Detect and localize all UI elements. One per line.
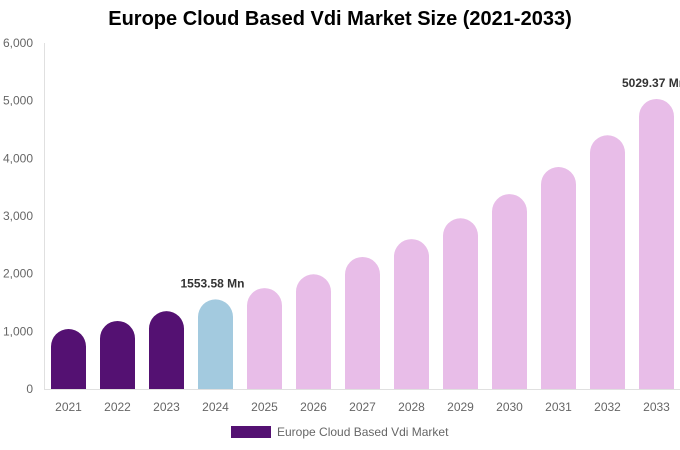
- x-tick-label: 2023: [153, 400, 180, 414]
- bar-2029: [443, 218, 478, 389]
- x-tick-label: 2024: [202, 400, 229, 414]
- data-label: 1553.58 Mn: [180, 276, 244, 290]
- x-tick-label: 2026: [300, 400, 327, 414]
- chart-title: Europe Cloud Based Vdi Market Size (2021…: [108, 8, 572, 30]
- bar-2031: [541, 166, 576, 389]
- y-tick-label: 2,000: [3, 267, 33, 281]
- bar-2033: [639, 98, 674, 390]
- x-tick-label: 2021: [55, 400, 82, 414]
- legend-label: Europe Cloud Based Vdi Market: [277, 425, 449, 439]
- bar-2027: [345, 256, 380, 389]
- bar-2025: [247, 288, 282, 389]
- y-tick-label: 6,000: [3, 36, 33, 50]
- x-tick-label: 2032: [594, 400, 621, 414]
- x-tick-label: 2027: [349, 400, 376, 414]
- y-tick-label: 3,000: [3, 209, 33, 223]
- x-tick-label: 2022: [104, 400, 131, 414]
- bar-2023: [149, 311, 184, 389]
- x-tick-label: 2031: [545, 400, 572, 414]
- y-tick-label: 4,000: [3, 151, 33, 165]
- bar-2021: [51, 329, 86, 389]
- bar-2028: [394, 239, 429, 389]
- x-tick-label: 2029: [447, 400, 474, 414]
- x-tick-label: 2033: [643, 400, 670, 414]
- y-tick-label: 1,000: [3, 324, 33, 338]
- bar-2026: [296, 274, 331, 389]
- bar-2032: [590, 135, 625, 389]
- x-tick-label: 2025: [251, 400, 278, 414]
- bar-2030: [492, 194, 527, 389]
- bar-2024: [198, 299, 233, 389]
- legend: Europe Cloud Based Vdi Market: [231, 425, 448, 439]
- data-label: 5029.37 Mn: [622, 76, 680, 90]
- y-tick-label: 0: [26, 382, 33, 396]
- y-tick-label: 5,000: [3, 94, 33, 108]
- x-tick-label: 2028: [398, 400, 425, 414]
- x-tick-label: 2030: [496, 400, 523, 414]
- bar-2022: [100, 320, 135, 389]
- legend-swatch: [231, 426, 271, 438]
